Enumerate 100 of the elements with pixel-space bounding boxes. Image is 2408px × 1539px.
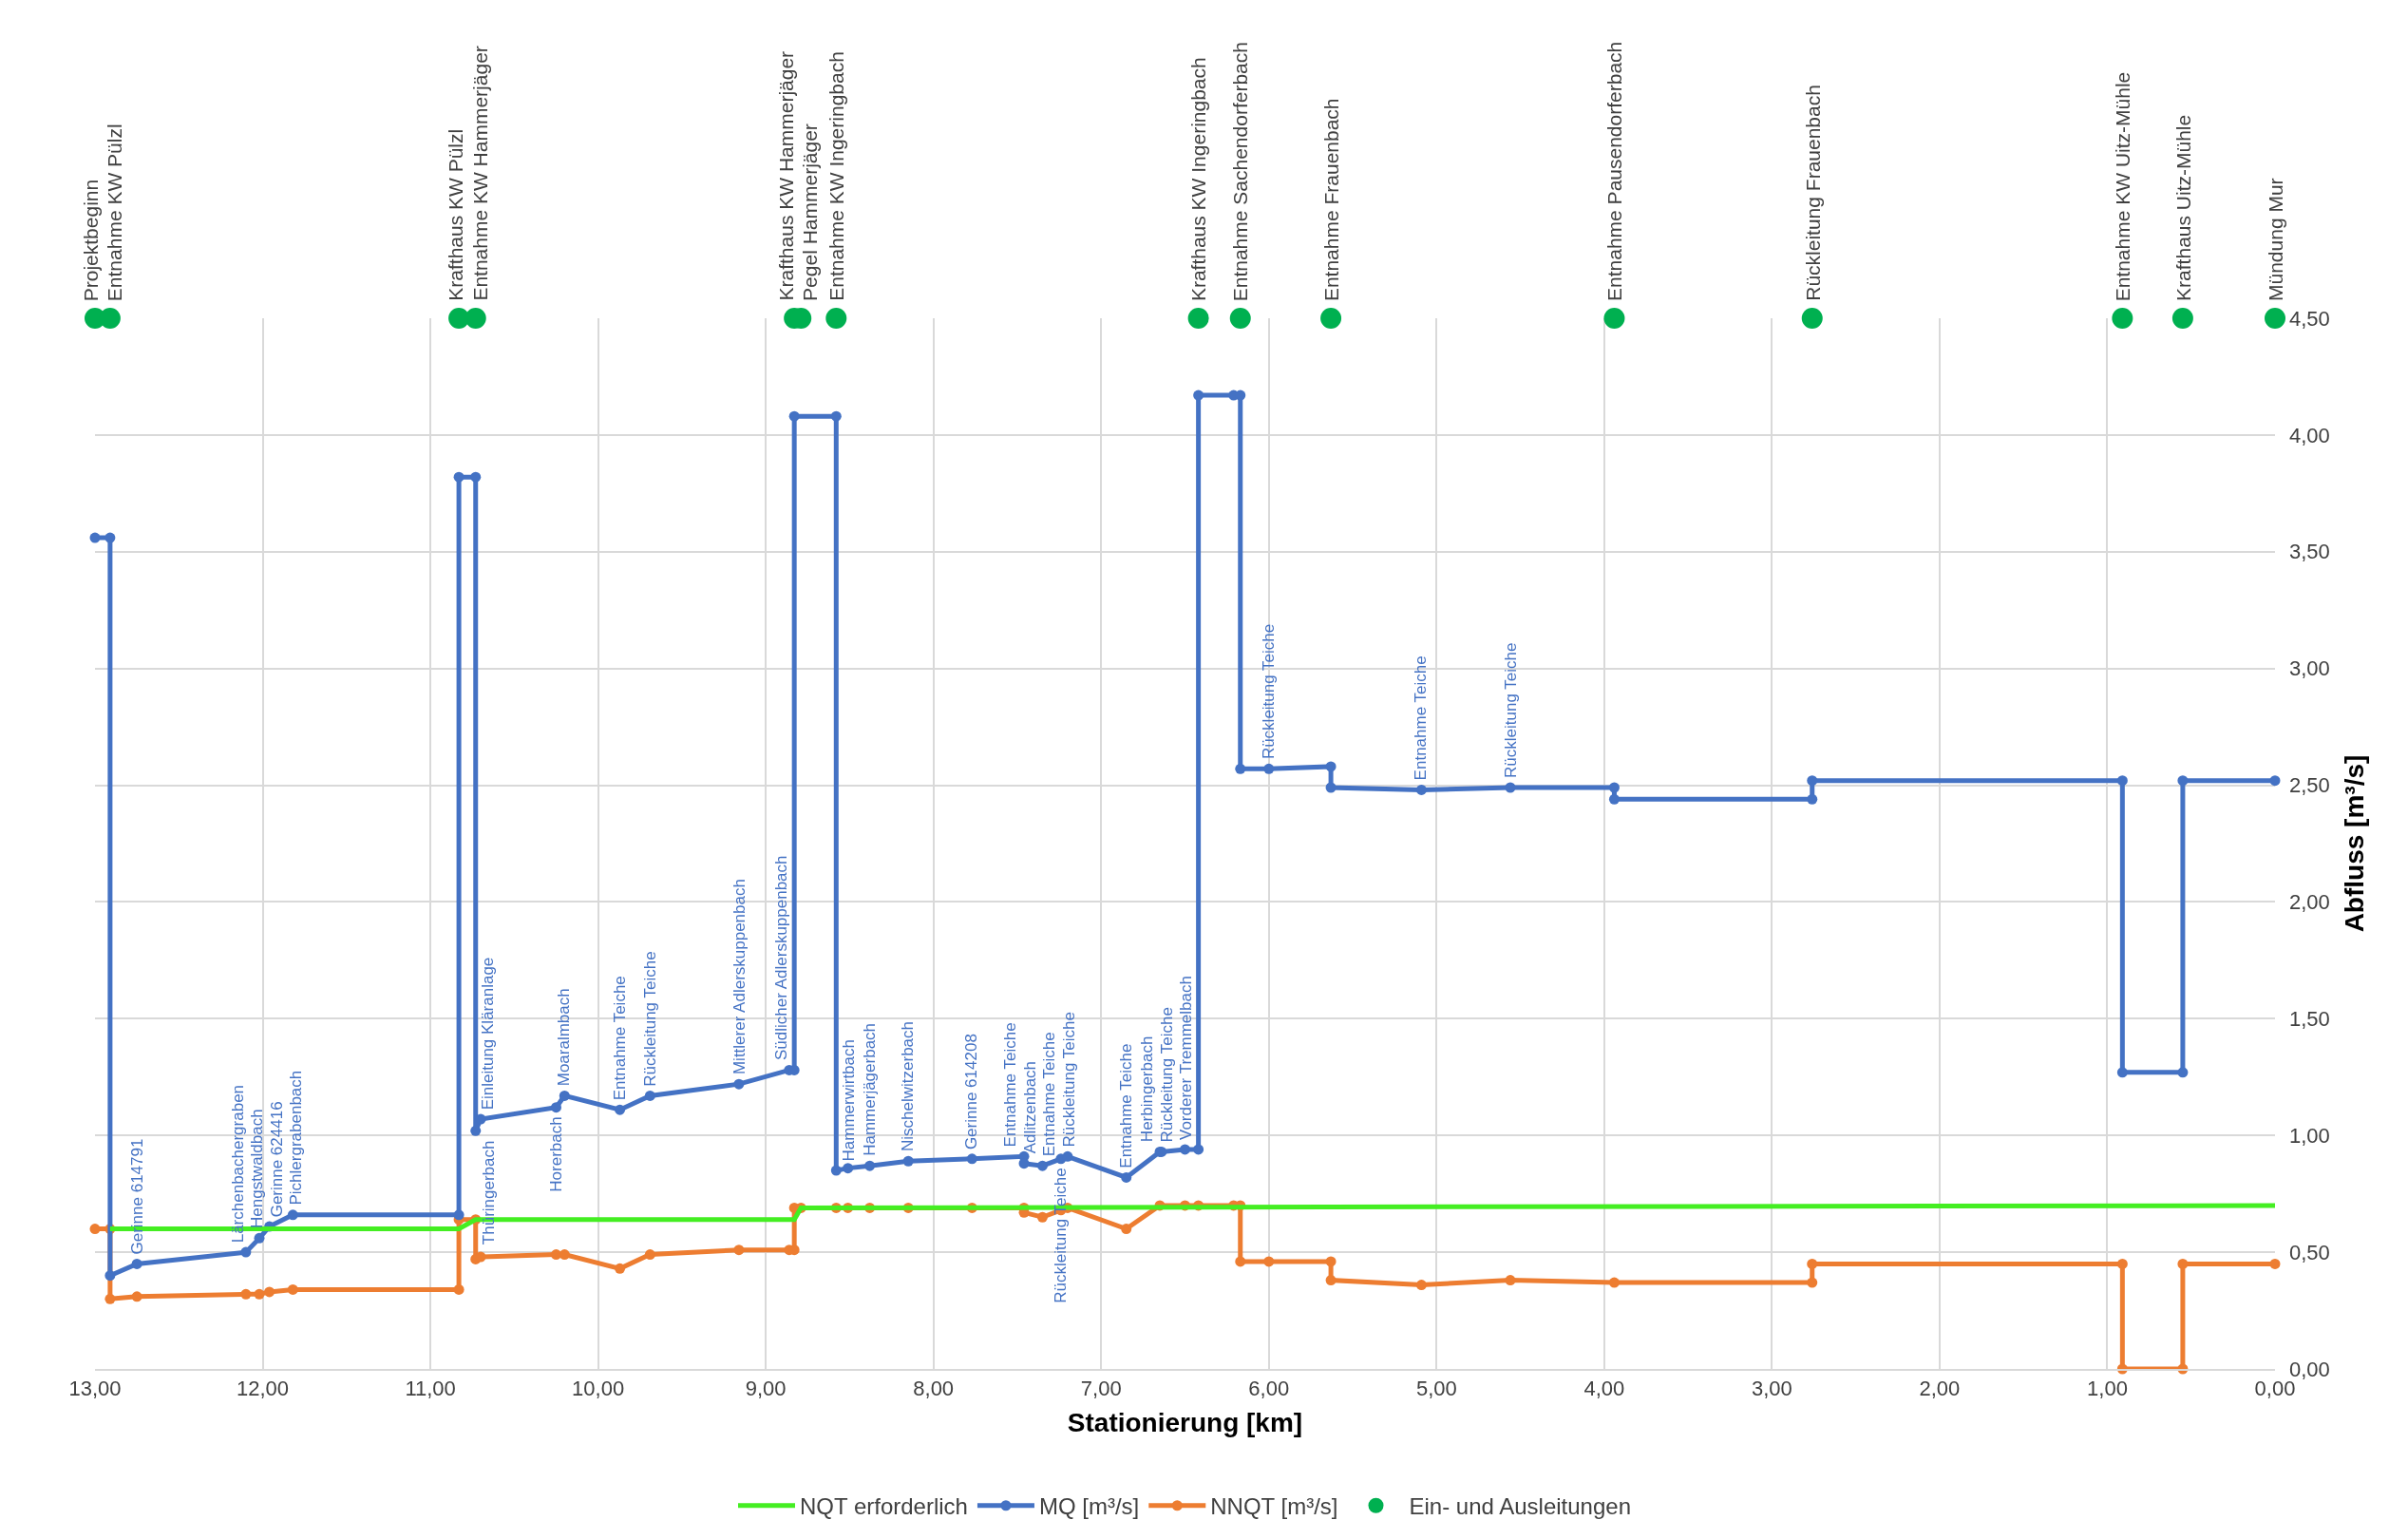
legend-label: MQ [m³/s] bbox=[1038, 1493, 1140, 1520]
data-label: Entnahme KW Pülzl bbox=[104, 124, 126, 302]
point bbox=[615, 1263, 626, 1274]
data-label: Mittlerer Adlerskuppenbach bbox=[730, 879, 749, 1075]
point bbox=[1121, 1224, 1132, 1235]
legend-label: Ein- und Ausleitungen bbox=[1409, 1493, 1632, 1520]
point bbox=[644, 1090, 655, 1101]
data-label: Pegel Hammerjäger bbox=[798, 124, 821, 301]
point bbox=[733, 1244, 745, 1256]
data-label: Krafthaus KW Pülzl bbox=[444, 128, 466, 301]
point bbox=[287, 1283, 298, 1295]
data-label: Einleitung Kläranlage bbox=[479, 957, 498, 1111]
x-axis-title: Stationierung [km] bbox=[1067, 1408, 1303, 1437]
point bbox=[1807, 793, 1818, 805]
data-label: Hengstwaldbach bbox=[248, 1109, 267, 1229]
legend-label: NNQT [m³/s] bbox=[1210, 1493, 1338, 1520]
data-label: Vorderer Tremmelbach bbox=[1177, 976, 1196, 1140]
point bbox=[1325, 1275, 1337, 1286]
point bbox=[1180, 1144, 1190, 1155]
x-tick-label: 7,00 bbox=[1080, 1377, 1122, 1401]
y-tick-label: 3,00 bbox=[2289, 656, 2330, 681]
point bbox=[1608, 1277, 1620, 1288]
point bbox=[470, 1125, 482, 1136]
y-tick-label: 1,00 bbox=[2289, 1123, 2330, 1148]
point bbox=[1505, 782, 1516, 793]
data-label: Entnahme KW Uitz-Mühle bbox=[2112, 71, 2134, 302]
point bbox=[1193, 1144, 1204, 1155]
y-tick-label: 1,50 bbox=[2289, 1007, 2330, 1032]
data-label: Rückleitung Teiche bbox=[1157, 1007, 1176, 1143]
y-tick-label: 4,00 bbox=[2289, 423, 2330, 447]
y-tick-label: 2,00 bbox=[2289, 890, 2330, 915]
point bbox=[1235, 763, 1246, 774]
point bbox=[1229, 308, 1251, 329]
data-label: Lärchenbachergraben bbox=[229, 1084, 248, 1244]
data-label: Rückleitung Teiche bbox=[1059, 1012, 1078, 1148]
data-label: Entnahme Teiche bbox=[1039, 1032, 1058, 1157]
point bbox=[453, 1209, 465, 1221]
point bbox=[1235, 1256, 1246, 1267]
point bbox=[550, 1249, 561, 1261]
point bbox=[131, 1291, 142, 1302]
point bbox=[104, 532, 116, 543]
point bbox=[99, 308, 121, 329]
point bbox=[1121, 1171, 1132, 1183]
x-tick-label: 13,00 bbox=[68, 1377, 122, 1401]
point bbox=[264, 1286, 275, 1298]
data-label: Südlicher Adlerskuppenbach bbox=[772, 855, 791, 1060]
point bbox=[733, 1078, 745, 1090]
point bbox=[448, 308, 470, 329]
point bbox=[830, 1165, 842, 1176]
data-label: Entnahme Teiche bbox=[1116, 1043, 1135, 1168]
point bbox=[1325, 761, 1337, 772]
point bbox=[966, 1153, 977, 1165]
point bbox=[287, 1209, 298, 1221]
point bbox=[1608, 793, 1620, 805]
point bbox=[615, 1104, 626, 1115]
x-tick-label: 10,00 bbox=[572, 1377, 625, 1401]
point bbox=[1608, 782, 1620, 793]
data-label: Moaralmbach bbox=[555, 988, 574, 1087]
point bbox=[1325, 1256, 1337, 1267]
data-label: Nischelwitzerbach bbox=[899, 1020, 918, 1151]
data-label: Krafthaus KW Hammerjäger bbox=[774, 50, 797, 301]
data-label: Hammerwirtbach bbox=[840, 1039, 859, 1162]
point bbox=[1505, 1275, 1516, 1286]
point bbox=[830, 410, 842, 422]
point bbox=[1807, 1277, 1818, 1288]
y-tick-label: 0,50 bbox=[2289, 1240, 2330, 1264]
data-label: Rückleitung Teiche bbox=[1501, 642, 1520, 778]
data-label: Gerinne 614791 bbox=[127, 1138, 146, 1255]
x-tick-label: 4,00 bbox=[1583, 1377, 1625, 1401]
point bbox=[1807, 1258, 1818, 1269]
x-tick-label: 8,00 bbox=[913, 1377, 955, 1401]
point bbox=[2269, 775, 2281, 787]
point bbox=[104, 1270, 116, 1282]
data-label: Entnahme KW Ingeringbach bbox=[825, 51, 847, 301]
data-label: Gerinne 624416 bbox=[268, 1101, 287, 1218]
data-label: Thüringerbach bbox=[479, 1140, 498, 1245]
point bbox=[1325, 782, 1337, 793]
data-label: Entnahme Teiche bbox=[1000, 1022, 1019, 1148]
point bbox=[1415, 784, 1427, 795]
data-label: Entnahme Sachendorferbach bbox=[1229, 42, 1252, 302]
point bbox=[902, 1155, 914, 1167]
point bbox=[2112, 308, 2133, 329]
data-label: Gerinne 614208 bbox=[962, 1034, 981, 1150]
point bbox=[89, 532, 101, 543]
data-label: Krafthaus Uitz-Mühle bbox=[2171, 114, 2194, 301]
data-label: Rückleitung Teiche bbox=[1052, 1168, 1071, 1303]
x-tick-label: 3,00 bbox=[1751, 1377, 1792, 1401]
point bbox=[1320, 308, 1342, 329]
point bbox=[89, 1224, 101, 1235]
y-tick-label: 2,50 bbox=[2289, 773, 2330, 798]
data-label: Mündung Mur bbox=[2265, 178, 2286, 301]
point bbox=[644, 1249, 655, 1261]
point bbox=[240, 1246, 252, 1258]
point bbox=[1062, 1150, 1073, 1162]
data-label: Rückleitung Teiche bbox=[1260, 623, 1279, 760]
data-label: Hammerjägerbach bbox=[861, 1022, 880, 1156]
x-tick-label: 12,00 bbox=[237, 1377, 290, 1401]
point bbox=[1187, 308, 1209, 329]
point bbox=[465, 308, 486, 329]
point bbox=[2177, 1067, 2189, 1078]
